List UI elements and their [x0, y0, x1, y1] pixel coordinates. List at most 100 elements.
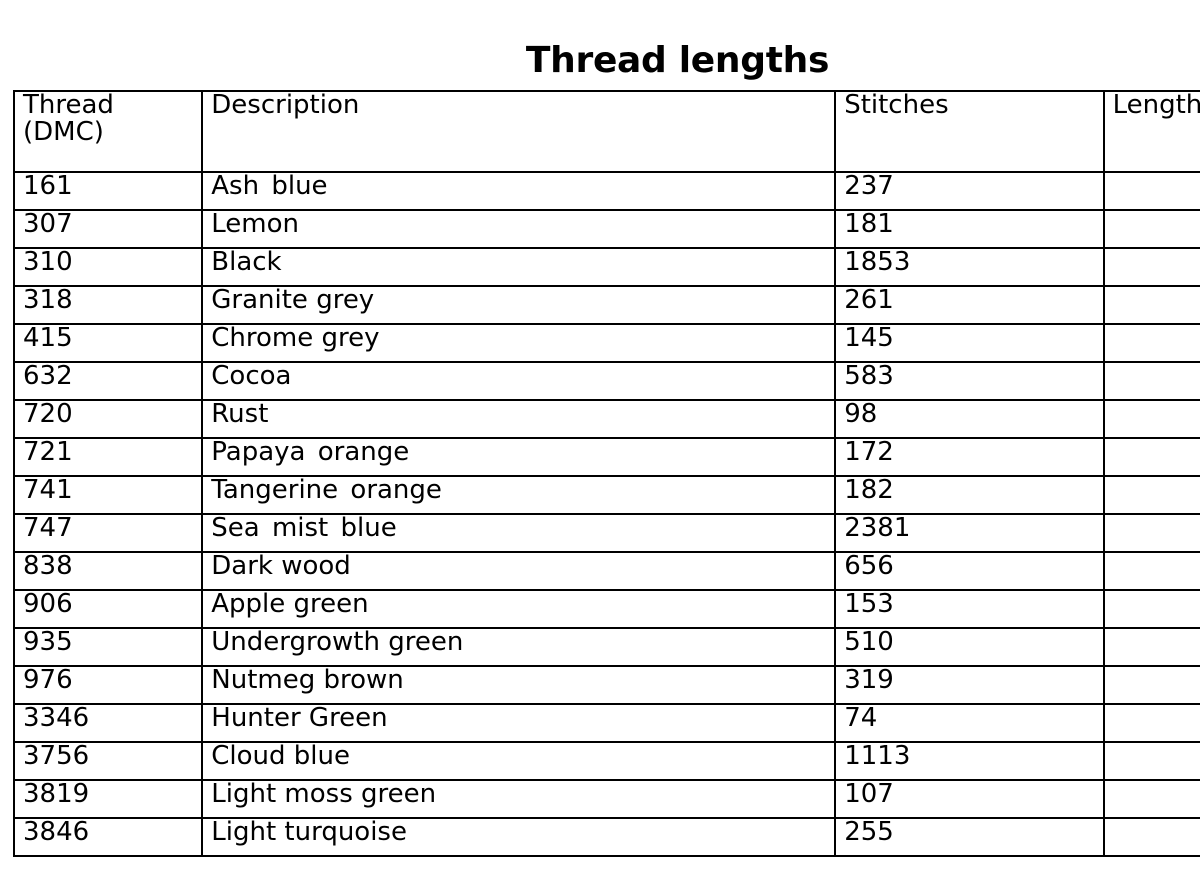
cell-stitches: 1853: [834, 247, 1105, 287]
cell-length: 4.2: [1102, 741, 1200, 781]
cell-length: 1.2: [1102, 665, 1200, 705]
column-header-thread: Thread (DMC): [12, 90, 204, 173]
cell-stitches: 74: [834, 703, 1105, 743]
cell-length: 0.5: [1102, 323, 1200, 363]
cell-description: Light turquoise: [201, 817, 837, 857]
cell-stitches: 237: [834, 171, 1105, 211]
table-row: 720Rust980.4: [12, 399, 1200, 439]
cell-description: Rust: [201, 399, 837, 439]
cell-thread: 906: [12, 589, 204, 629]
cell-length: 9.0: [1102, 513, 1200, 553]
column-header-stitches: Stitches: [834, 90, 1105, 173]
cell-stitches: 510: [834, 627, 1105, 667]
cell-thread: 3846: [12, 817, 204, 857]
cell-description: Dark wood: [201, 551, 837, 591]
page-title: Thread lengths: [525, 40, 830, 81]
cell-thread: 415: [12, 323, 204, 363]
cell-stitches: 1113: [834, 741, 1105, 781]
thread-lengths-table: Thread (DMC) Description Stitches Length…: [12, 90, 1200, 857]
column-header-length-line1: Length: [1112, 91, 1200, 120]
cell-thread: 3756: [12, 741, 204, 781]
cell-stitches: 172: [834, 437, 1105, 477]
table-header-row: Thread (DMC) Description Stitches Length: [12, 90, 1200, 173]
cell-length: 1.9: [1102, 627, 1200, 667]
cell-description: Lemon: [201, 209, 837, 249]
cell-description: Chrome grey: [201, 323, 837, 363]
cell-length: 0.4: [1102, 779, 1200, 819]
cell-stitches: 182: [834, 475, 1105, 515]
cell-description: Light moss green: [201, 779, 837, 819]
cell-thread: 310: [12, 247, 204, 287]
cell-length: 0.3: [1102, 703, 1200, 743]
cell-description: Ash blue: [201, 171, 837, 211]
cell-length: 2.5: [1102, 551, 1200, 591]
table-header: Thread (DMC) Description Stitches Length: [12, 90, 1200, 173]
cell-length: 7.0: [1102, 247, 1200, 287]
cell-description: Cocoa: [201, 361, 837, 401]
cell-length: 1.0: [1102, 817, 1200, 857]
cell-thread: 976: [12, 665, 204, 705]
table-row: 310Black18537.0: [12, 247, 1200, 287]
cell-description: Cloud blue: [201, 741, 837, 781]
thread-lengths-table-container: Thread (DMC) Description Stitches Length…: [12, 90, 1200, 857]
column-header-description-line1: Description: [211, 91, 360, 120]
cell-thread: 747: [12, 513, 204, 553]
cell-thread: 3346: [12, 703, 204, 743]
cell-length: 1.0: [1102, 285, 1200, 325]
column-header-description: Description: [201, 90, 837, 173]
cell-thread: 721: [12, 437, 204, 477]
column-header-thread-line1: Thread: [23, 91, 114, 120]
cell-description: Black: [201, 247, 837, 287]
cell-thread: 741: [12, 475, 204, 515]
cell-length: 0.7: [1102, 209, 1200, 249]
cell-description: Nutmeg brown: [201, 665, 837, 705]
cell-description: Papaya orange: [201, 437, 837, 477]
cell-description: Apple green: [201, 589, 837, 629]
table-row: 632Cocoa5832.2: [12, 361, 1200, 401]
cell-thread: 838: [12, 551, 204, 591]
cell-thread: 720: [12, 399, 204, 439]
cell-thread: 935: [12, 627, 204, 667]
cell-description: Hunter Green: [201, 703, 837, 743]
cell-length: 0.9: [1102, 171, 1200, 211]
cell-thread: 307: [12, 209, 204, 249]
cell-description: Granite grey: [201, 285, 837, 325]
cell-stitches: 583: [834, 361, 1105, 401]
cell-description: Sea mist blue: [201, 513, 837, 553]
cell-length: 0.6: [1102, 589, 1200, 629]
column-header-stitches-line1: Stitches: [844, 91, 949, 120]
cell-stitches: 107: [834, 779, 1105, 819]
cell-stitches: 2381: [834, 513, 1105, 553]
cell-thread: 161: [12, 171, 204, 211]
table-row: 307Lemon1810.7: [12, 209, 1200, 249]
cell-thread: 3819: [12, 779, 204, 819]
cell-stitches: 153: [834, 589, 1105, 629]
cell-description: Undergrowth green: [201, 627, 837, 667]
cell-stitches: 319: [834, 665, 1105, 705]
cell-stitches: 255: [834, 817, 1105, 857]
column-header-thread-line2: (DMC): [23, 117, 104, 148]
column-header-length: Length: [1102, 90, 1200, 173]
cell-length: 0.4: [1102, 399, 1200, 439]
cell-length: 2.2: [1102, 361, 1200, 401]
cell-stitches: 98: [834, 399, 1105, 439]
cell-description: Tangerine orange: [201, 475, 837, 515]
cell-stitches: 145: [834, 323, 1105, 363]
cell-length: 0.7: [1102, 475, 1200, 515]
cell-stitches: 656: [834, 551, 1105, 591]
